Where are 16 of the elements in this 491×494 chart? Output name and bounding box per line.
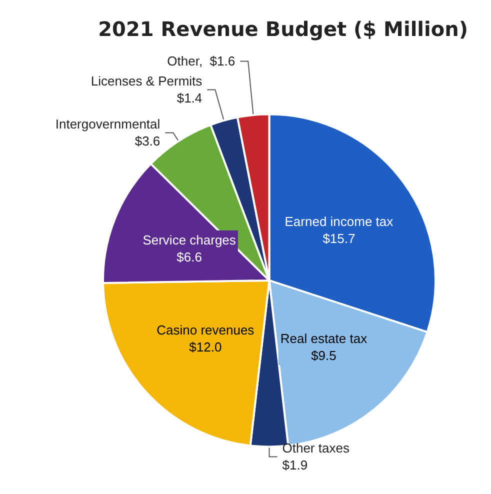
data-label: $9.5	[311, 348, 336, 364]
data-label: $1.4	[176, 90, 202, 106]
slice-label: Licenses & Permits	[90, 74, 203, 89]
slice-label: Intergovernmental	[55, 116, 160, 132]
data-label: $6.6	[176, 249, 202, 264]
slice-label: Real estate tax	[280, 331, 368, 346]
slice-label: Service charges	[142, 232, 236, 248]
data-label: $3.6	[134, 134, 160, 149]
data-label: $1.9	[282, 458, 308, 473]
slice-label: Other taxes	[282, 440, 350, 456]
data-label: $15.7	[322, 230, 356, 246]
slice-label: Other, $1.6	[167, 54, 236, 69]
chart-title: 2021 Revenue Budget ($ Million)	[98, 17, 468, 41]
slice-label: Earned income tax	[284, 214, 394, 229]
data-label: $12.0	[189, 339, 222, 354]
slice-label: Casino revenues	[156, 322, 255, 338]
